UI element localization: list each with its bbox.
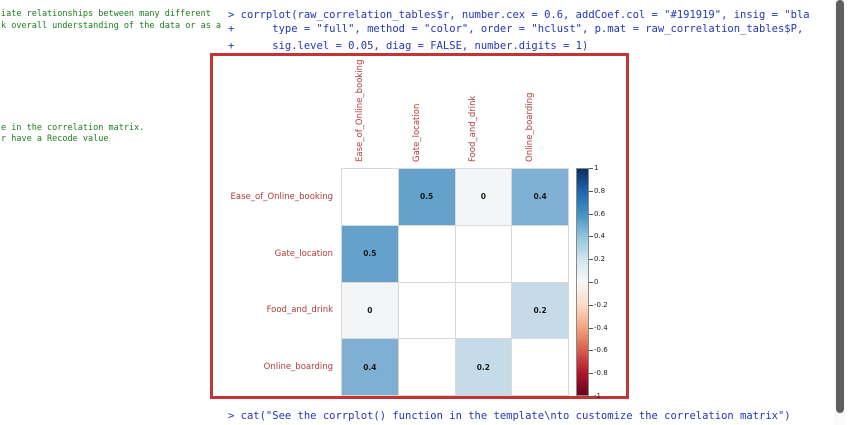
row-label: Ease_of_Online_booking [230, 191, 333, 202]
matrix-cell: 0.4 [342, 339, 398, 395]
matrix-cell: 0.2 [512, 282, 568, 339]
matrix-cell [342, 169, 398, 225]
corrplot: 0.5 0 0.4 0.5 0 0.2 0.4 0.2 Ease_of_Online_book… [210, 53, 629, 400]
matrix-cell: 0.2 [455, 339, 512, 395]
colorbar-tick-label: 0.8 [594, 186, 606, 195]
console-command-line: + sig.level = 0.05, diag = FALSE, number… [228, 40, 589, 52]
matrix-cell: 0.5 [398, 169, 455, 225]
colorbar-tick-mark [589, 190, 593, 192]
row-label: Gate_location [274, 248, 333, 259]
console-command-line: + type = "full", method = "color", order… [228, 23, 804, 35]
matrix-cell [512, 339, 568, 395]
colorbar-tick-label: -0.6 [594, 346, 608, 355]
row-label: Food_and_drink [266, 305, 333, 316]
editor-text-line: e in the correlation matrix. [1, 123, 145, 133]
colorbar-tick-label: 0.6 [594, 209, 606, 218]
colorbar-tick-mark [589, 213, 593, 215]
colorbar-tick-mark [589, 350, 593, 352]
colorbar-tick-label: -0.4 [594, 323, 608, 332]
colorbar-tick-label: 0.2 [594, 255, 606, 264]
colorbar-tick-label: 0.4 [594, 232, 606, 241]
colorbar-tick-label: 1 [594, 164, 599, 172]
colorbar-tick-mark [589, 304, 593, 306]
colorbar-tick-mark [589, 236, 593, 238]
colorbar-tick-label: 0 [594, 278, 599, 286]
console-command-line: > corrplot(raw_correlation_tables$r, num… [228, 9, 810, 21]
column-label: Online_boarding [525, 92, 536, 162]
matrix-cell [512, 225, 568, 282]
colorbar-tick-label: -1 [594, 392, 601, 400]
row-label: Online_boarding [263, 362, 333, 373]
colorbar-tick-mark [589, 168, 593, 169]
matrix-cell: 0.4 [512, 169, 568, 225]
matrix-cell: 0 [455, 169, 512, 225]
matrix-cell [455, 282, 512, 339]
matrix-cell [398, 282, 455, 339]
column-label: Food_and_drink [468, 95, 479, 162]
colorbar-tick-mark [589, 396, 593, 397]
editor-text-line: r have a Recode value [1, 134, 109, 144]
colorbar-tick-mark [589, 259, 593, 261]
console-command-line: > cat("See the corrplot() function in th… [228, 410, 791, 422]
colorbar-tick-label: -0.2 [594, 300, 608, 309]
matrix-cell [398, 225, 455, 282]
matrix-cell: 0.5 [342, 225, 398, 282]
matrix-cell: 0 [342, 282, 398, 339]
matrix-cell [398, 339, 455, 395]
colorbar-tick-mark [589, 327, 593, 329]
matrix-grid: 0.5 0 0.4 0.5 0 0.2 0.4 0.2 [341, 168, 569, 396]
colorbar-tick-mark [589, 282, 593, 283]
colorbar-tick-mark [589, 373, 593, 375]
matrix-cell [455, 225, 512, 282]
scrollbar-thumb[interactable] [836, 0, 844, 413]
editor-text-line: iate relationships between many differen… [1, 9, 211, 19]
column-label: Gate_location [411, 103, 422, 162]
column-label: Ease_of_Online_booking [354, 59, 365, 162]
colorbar [576, 168, 589, 396]
editor-text-line: k overall understanding of the data or a… [1, 21, 222, 31]
colorbar-tick-label: -0.8 [594, 369, 608, 378]
